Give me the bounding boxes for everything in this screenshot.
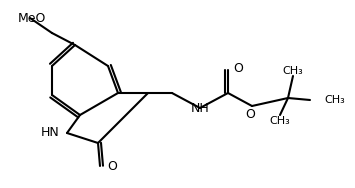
Text: CH₃: CH₃ bbox=[324, 95, 345, 105]
Text: O: O bbox=[245, 108, 255, 121]
Text: CH₃: CH₃ bbox=[283, 66, 304, 76]
Text: O: O bbox=[233, 61, 243, 74]
Text: CH₃: CH₃ bbox=[270, 116, 290, 126]
Text: NH: NH bbox=[191, 102, 209, 114]
Text: O: O bbox=[107, 159, 117, 173]
Text: MeO: MeO bbox=[18, 11, 47, 24]
Text: HN: HN bbox=[40, 127, 59, 139]
